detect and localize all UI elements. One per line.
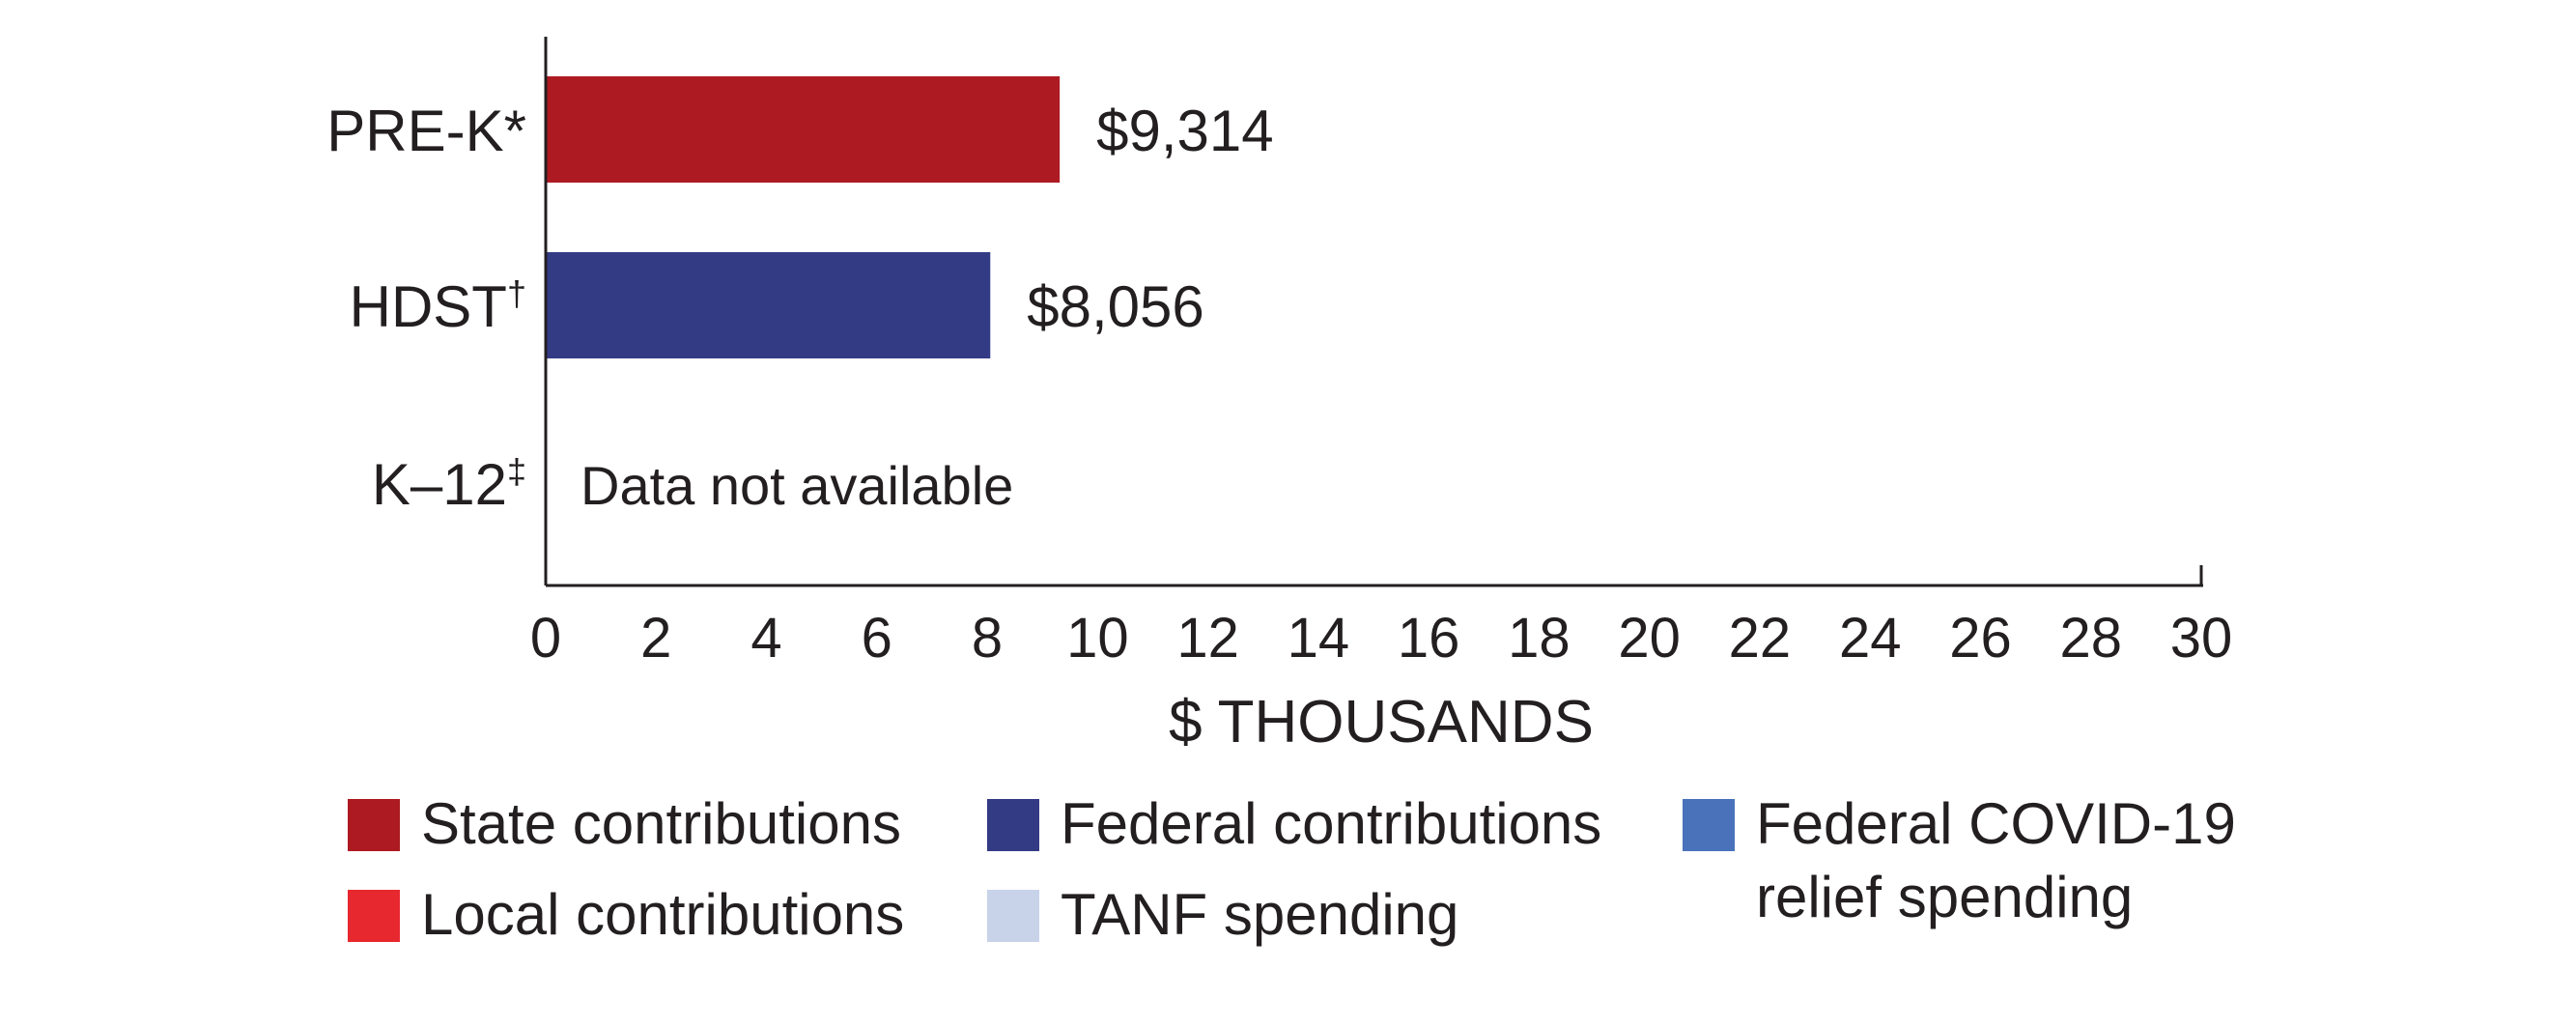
value-labels: $9,314 $8,056 Data not available: [580, 99, 1274, 516]
legend-item-local: Local contributions: [348, 878, 904, 952]
data-label: $8,056: [1027, 274, 1204, 339]
legend-swatch-state: [348, 799, 400, 851]
legend-label-local: Local contributions: [421, 882, 905, 947]
x-tick-label: 30: [2170, 607, 2233, 670]
legend-item-state: State contributions: [348, 787, 901, 861]
bar: [547, 252, 991, 358]
data-label: $9,314: [1096, 99, 1274, 163]
category-labels: PRE-K* HDST† K–12‡: [326, 99, 526, 517]
legend-label-covid: Federal COVID-19 relief spending: [1756, 791, 2236, 929]
x-tick-label: 16: [1398, 607, 1460, 670]
x-tick-labels: 0 2 4 6 8 10 12 14 16 18 20 22 24 26 28 30: [530, 607, 2232, 670]
legend-item-tanf: TANF spending: [987, 878, 1458, 952]
axes: [544, 37, 2203, 587]
x-tick-label: 8: [972, 607, 1003, 670]
category-label: K–12‡: [372, 451, 526, 517]
x-tick-label: 12: [1176, 607, 1239, 670]
category-label: PRE-K*: [326, 99, 526, 163]
x-tick-label: 4: [750, 607, 781, 670]
bars: [547, 76, 1061, 358]
x-tick-label: 18: [1508, 607, 1571, 670]
legend-swatch-covid: [1683, 799, 1735, 851]
x-tick-label: 14: [1288, 607, 1350, 670]
x-tick-label: 0: [530, 607, 561, 670]
x-axis-title: $ THOUSANDS: [1169, 689, 1594, 756]
x-tick-label: 22: [1729, 607, 1792, 670]
x-tick-label: 24: [1839, 607, 1902, 670]
x-tick-label: 28: [2059, 607, 2122, 670]
data-label: Data not available: [580, 455, 1013, 516]
legend: State contributions Federal contribution…: [348, 787, 2279, 981]
x-tick-label: 2: [640, 607, 671, 670]
legend-label-federal: Federal contributions: [1061, 791, 1602, 856]
legend-swatch-federal: [987, 799, 1039, 851]
bar: [547, 76, 1061, 183]
legend-item-federal: Federal contributions: [987, 787, 1601, 861]
x-tick-label: 26: [1949, 607, 2012, 670]
legend-label-state: State contributions: [421, 791, 901, 856]
x-tick-label: 20: [1618, 607, 1681, 670]
legend-label-tanf: TANF spending: [1061, 882, 1459, 947]
x-tick-label: 10: [1066, 607, 1129, 670]
legend-swatch-tanf: [987, 890, 1039, 942]
x-tick-label: 6: [862, 607, 892, 670]
category-label: HDST†: [350, 273, 526, 339]
legend-swatch-local: [348, 890, 400, 942]
legend-item-covid: Federal COVID-19 relief spending: [1683, 787, 2297, 934]
